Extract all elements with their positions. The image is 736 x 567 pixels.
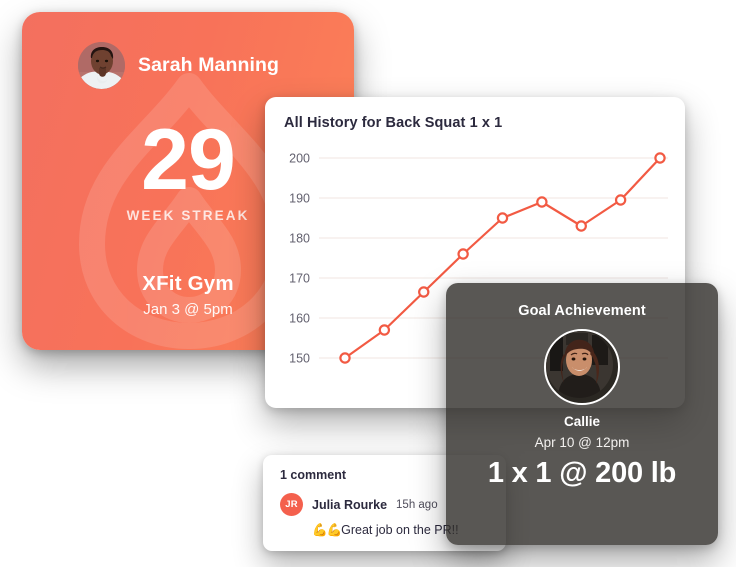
chart-data-point[interactable] — [339, 352, 351, 364]
streak-label: WEEK STREAK — [126, 207, 250, 223]
comment-timestamp: 15h ago — [396, 498, 438, 511]
chart-data-point[interactable] — [457, 248, 469, 260]
streak-number: 29 — [141, 112, 236, 208]
y-axis-tick-label: 170 — [289, 272, 310, 286]
comment-message: Great job on the PR!! — [341, 523, 459, 537]
streak-header: Sarah Manning — [78, 42, 279, 89]
chart-data-point[interactable] — [614, 194, 627, 206]
chart-data-point[interactable] — [378, 324, 391, 336]
goal-achievement-card[interactable]: Goal Achievement — [446, 283, 718, 545]
gym-info: XFit Gym Jan 3 @ 5pm — [22, 272, 354, 318]
y-axis-tick-label: 190 — [289, 192, 310, 206]
gym-name: XFit Gym — [142, 272, 234, 295]
goal-metric: 1 x 1 @ 200 lb — [487, 457, 677, 489]
chart-data-point[interactable] — [654, 152, 666, 164]
chart-data-point[interactable] — [575, 220, 587, 232]
page-title: All History for Back Squat 1 x 1 — [284, 115, 503, 131]
avatar: JR — [280, 493, 303, 516]
goal-person-name: Callie — [563, 414, 601, 429]
y-axis-tick-label: 200 — [289, 152, 310, 166]
chart-data-point[interactable] — [418, 286, 430, 298]
y-axis-tick-label: 150 — [289, 352, 310, 366]
y-axis-tick-label: 180 — [289, 232, 310, 246]
user-name: Sarah Manning — [138, 54, 280, 76]
chart-data-point[interactable] — [536, 196, 548, 208]
chart-data-point[interactable] — [496, 212, 509, 224]
avatar — [544, 329, 620, 405]
avatar — [78, 42, 125, 89]
streak-stat: 29 WEEK STREAK — [22, 112, 354, 223]
comment-author[interactable]: Julia Rourke — [312, 497, 388, 512]
comment-text: 💪💪Great job on the PR!! — [312, 523, 459, 538]
flexed-biceps-icon: 💪💪 — [312, 523, 342, 537]
comment-count: 1 comment — [280, 468, 346, 482]
y-axis-tick-label: 160 — [289, 312, 310, 326]
goal-title: Goal Achievement — [518, 303, 646, 319]
gym-time: Jan 3 @ 5pm — [143, 301, 233, 318]
comment-header: JR Julia Rourke 15h ago — [280, 493, 438, 516]
goal-date: Apr 10 @ 12pm — [534, 435, 630, 450]
